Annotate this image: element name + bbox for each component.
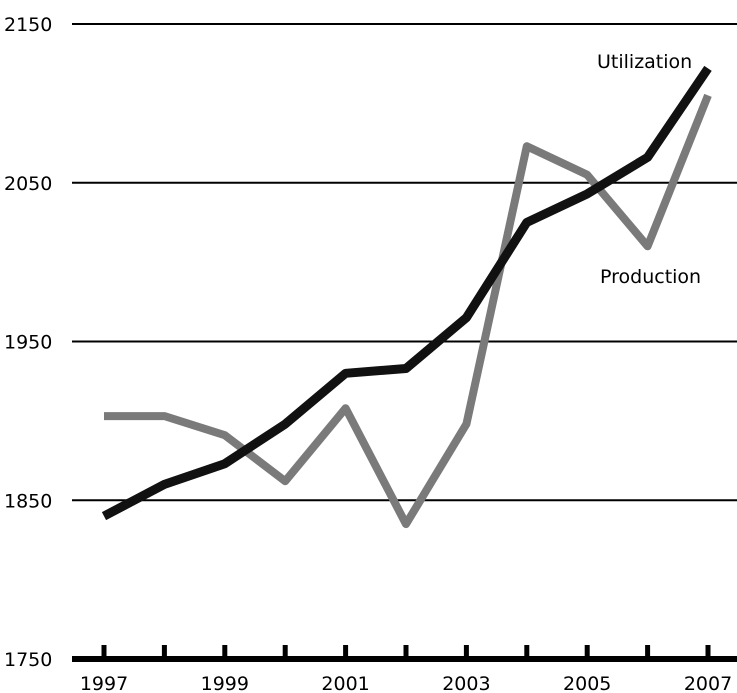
x-tick-label-2003: 2003 — [442, 673, 490, 693]
y-tick-label-1850: 1850 — [4, 490, 52, 512]
series-label-utilization: Utilization — [597, 51, 692, 73]
y-tick-label-1750: 1750 — [4, 649, 52, 671]
series-line-production — [104, 93, 712, 529]
y-tick-label-2150: 2150 — [4, 14, 52, 36]
gridlines — [72, 23, 737, 662]
x-tick-label-2001: 2001 — [321, 673, 369, 693]
x-tick-label-1997: 1997 — [80, 673, 128, 693]
x-tick-label-1999: 1999 — [201, 673, 249, 693]
series-lines — [101, 65, 712, 529]
x-tick-label-2007: 2007 — [684, 673, 732, 693]
x-axis: 1997 1999 2001 2003 2005 2007 — [80, 645, 732, 693]
y-tick-label-1950: 1950 — [4, 332, 52, 354]
series-label-production: Production — [600, 266, 701, 288]
x-tick-label-2005: 2005 — [563, 673, 611, 693]
series-line-utilization — [101, 65, 712, 521]
y-tick-label-2050: 2050 — [4, 173, 52, 195]
series-labels: Utilization Production — [597, 51, 701, 288]
y-axis-tick-labels: 2150 2050 1950 1850 1750 — [4, 14, 52, 671]
